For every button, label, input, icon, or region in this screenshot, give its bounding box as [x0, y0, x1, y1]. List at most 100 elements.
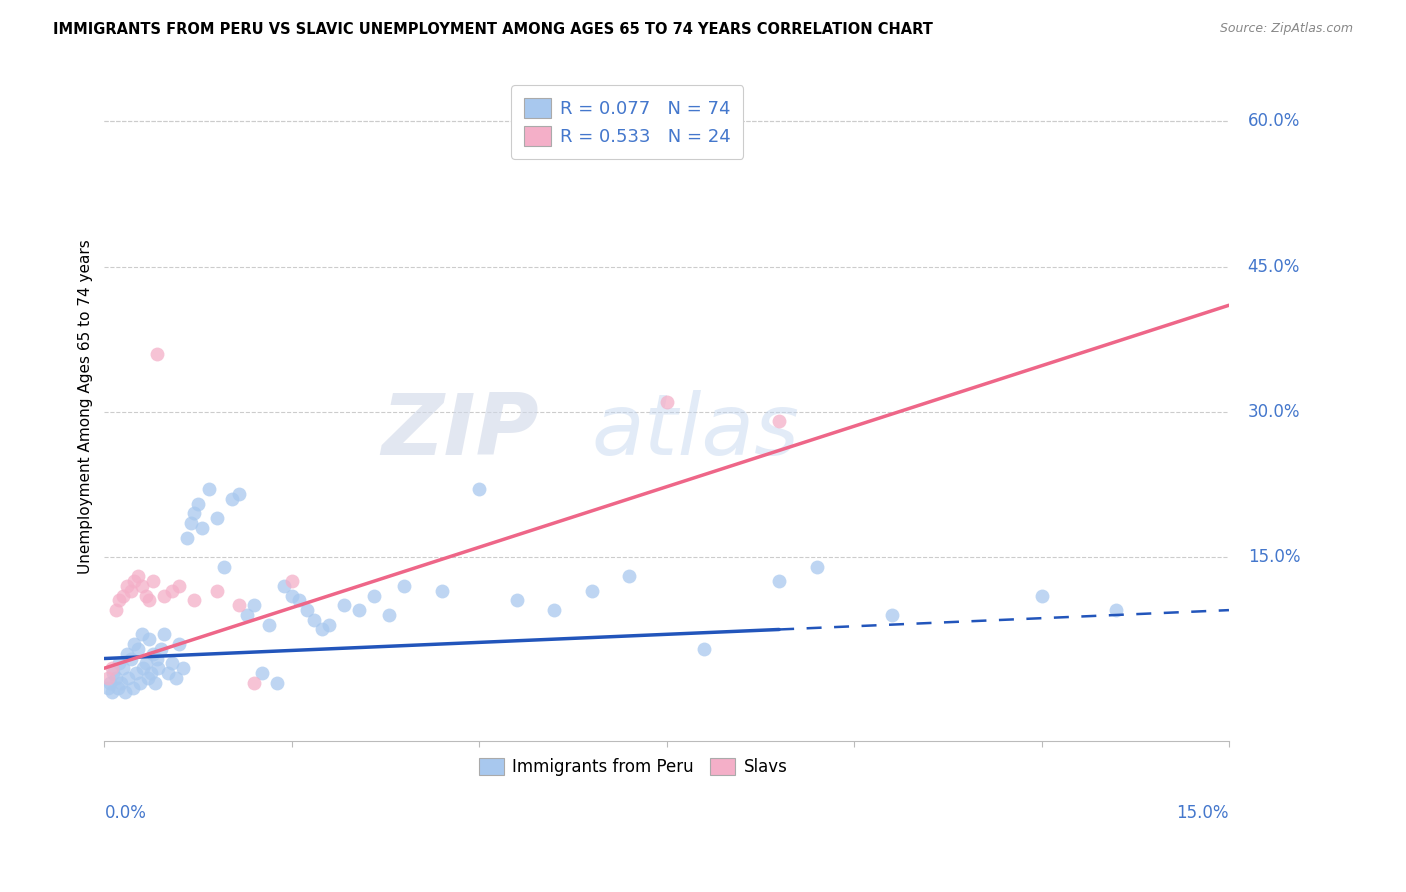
Point — [333, 599, 356, 613]
Point — [112, 589, 135, 603]
Point — [617, 569, 640, 583]
Point — [153, 589, 176, 603]
Point — [103, 666, 125, 681]
Point — [132, 661, 155, 675]
Text: 60.0%: 60.0% — [1247, 112, 1301, 130]
Point — [149, 641, 172, 656]
Text: ZIP: ZIP — [381, 390, 540, 473]
Point — [378, 607, 401, 622]
Point — [693, 641, 716, 656]
Point — [120, 651, 142, 665]
Point — [191, 521, 214, 535]
Point — [187, 497, 209, 511]
Point — [768, 414, 790, 428]
Point — [101, 661, 124, 675]
Point — [160, 583, 183, 598]
Point — [363, 589, 385, 603]
Point — [295, 603, 318, 617]
Text: Source: ZipAtlas.com: Source: ZipAtlas.com — [1219, 22, 1353, 36]
Legend: Immigrants from Peru, Slavs: Immigrants from Peru, Slavs — [472, 751, 794, 782]
Point — [183, 506, 205, 520]
Point — [104, 603, 127, 617]
Point — [101, 685, 124, 699]
Point — [127, 641, 149, 656]
Point — [221, 491, 243, 506]
Point — [142, 647, 165, 661]
Point — [806, 559, 828, 574]
Point — [169, 579, 191, 593]
Point — [125, 666, 148, 681]
Point — [266, 675, 288, 690]
Point — [153, 627, 176, 641]
Point — [236, 607, 259, 622]
Point — [581, 583, 603, 598]
Point — [115, 647, 138, 661]
Point — [205, 583, 228, 598]
Point — [129, 675, 152, 690]
Point — [176, 531, 198, 545]
Point — [880, 607, 903, 622]
Point — [169, 637, 191, 651]
Point — [318, 617, 340, 632]
Point — [120, 583, 142, 598]
Point — [304, 613, 326, 627]
Point — [1105, 603, 1128, 617]
Point — [311, 623, 333, 637]
Text: 30.0%: 30.0% — [1247, 402, 1301, 421]
Point — [468, 482, 491, 496]
Point — [205, 511, 228, 525]
Point — [138, 632, 160, 647]
Point — [281, 589, 304, 603]
Point — [228, 599, 250, 613]
Point — [288, 593, 311, 607]
Point — [115, 579, 138, 593]
Point — [135, 589, 157, 603]
Point — [148, 661, 170, 675]
Point — [183, 593, 205, 607]
Point — [228, 487, 250, 501]
Point — [655, 395, 678, 409]
Point — [122, 681, 145, 695]
Y-axis label: Unemployment Among Ages 65 to 74 years: Unemployment Among Ages 65 to 74 years — [79, 240, 93, 574]
Point — [198, 482, 221, 496]
Text: 15.0%: 15.0% — [1177, 804, 1229, 822]
Point — [157, 666, 180, 681]
Point — [131, 627, 153, 641]
Point — [124, 574, 146, 588]
Point — [97, 681, 120, 695]
Point — [259, 617, 281, 632]
Point — [124, 637, 146, 651]
Point — [160, 657, 183, 671]
Text: IMMIGRANTS FROM PERU VS SLAVIC UNEMPLOYMENT AMONG AGES 65 TO 74 YEARS CORRELATIO: IMMIGRANTS FROM PERU VS SLAVIC UNEMPLOYM… — [53, 22, 934, 37]
Point — [127, 569, 149, 583]
Point — [117, 671, 139, 685]
Point — [108, 657, 131, 671]
Point — [394, 579, 416, 593]
Point — [131, 579, 153, 593]
Point — [104, 671, 127, 685]
Point — [250, 666, 273, 681]
Point — [172, 661, 194, 675]
Point — [107, 681, 129, 695]
Point — [97, 671, 120, 685]
Point — [142, 574, 165, 588]
Point — [243, 675, 266, 690]
Point — [108, 593, 131, 607]
Point — [506, 593, 529, 607]
Point — [138, 593, 160, 607]
Point — [543, 603, 565, 617]
Point — [165, 671, 187, 685]
Point — [143, 675, 166, 690]
Point — [768, 574, 790, 588]
Point — [214, 559, 236, 574]
Text: 15.0%: 15.0% — [1247, 548, 1301, 566]
Point — [243, 599, 266, 613]
Point — [146, 651, 169, 665]
Point — [139, 666, 162, 681]
Point — [135, 657, 157, 671]
Point — [281, 574, 304, 588]
Point — [100, 675, 122, 690]
Point — [112, 661, 135, 675]
Point — [1031, 589, 1053, 603]
Point — [180, 516, 202, 530]
